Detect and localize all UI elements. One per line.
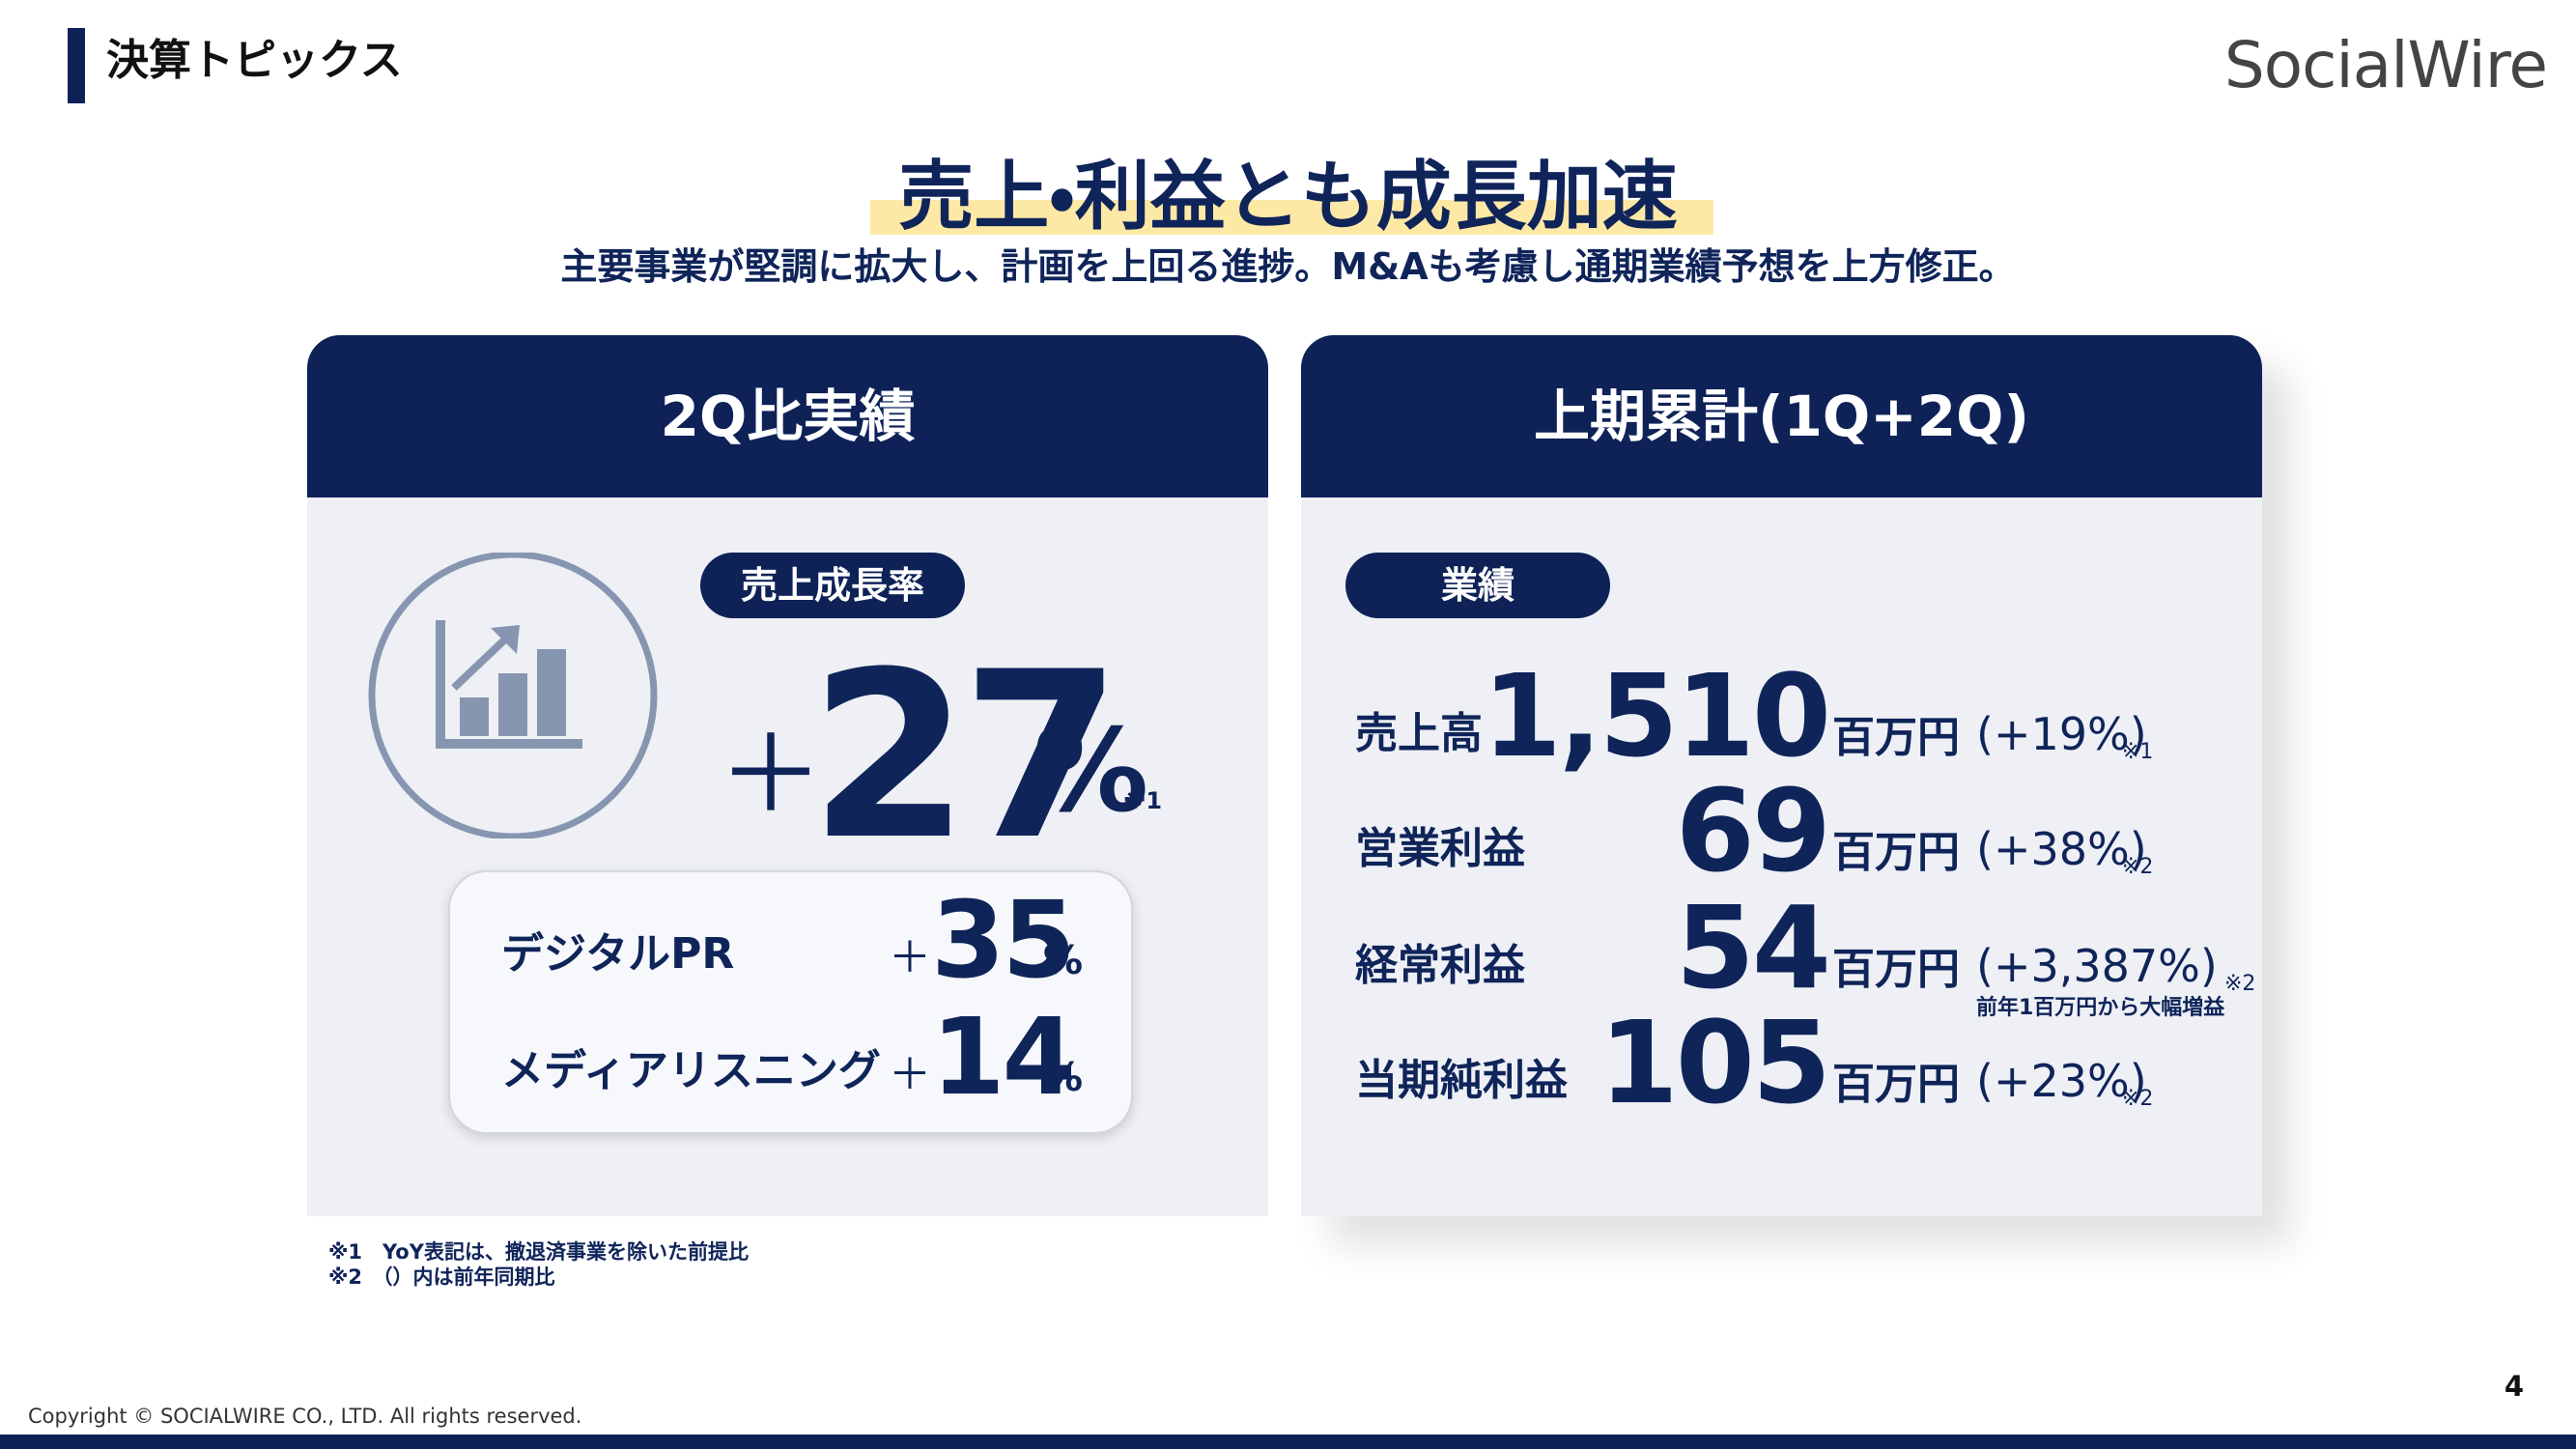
segment-box <box>448 870 1133 1134</box>
segment-sign: ＋ <box>889 933 931 982</box>
row-label: 売上高 <box>1355 709 1483 758</box>
segment-name: メディアリスニング <box>501 1046 881 1095</box>
row-value: 54 <box>1675 881 1831 1014</box>
subheadline: 主要事業が堅調に拡大し、計画を上回る進捗。M&Aも考慮し通期業績予想を上方修正。 <box>560 245 2016 288</box>
panel-title: 上期累計(1Q+2Q) <box>1301 335 2262 497</box>
segment-name: デジタルPR <box>501 929 735 979</box>
segment-unit: % <box>1043 937 1084 983</box>
footer-bar <box>0 1435 2576 1449</box>
row-label: 当期純利益 <box>1355 1056 1568 1105</box>
growth-icon <box>368 553 658 838</box>
row-label: 経常利益 <box>1355 941 1525 990</box>
panel-title: 2Q比実績 <box>307 335 1268 497</box>
row-yoy: (+3,387%) <box>1976 940 2218 992</box>
copyright: Copyright © SOCIALWIRE CO., LTD. All rig… <box>28 1405 582 1428</box>
page-number: 4 <box>2504 1370 2524 1403</box>
row-unit: 百万円 <box>1832 713 1960 762</box>
badge: 業績 <box>1345 553 1610 618</box>
row-note: ※1 <box>2122 740 2154 764</box>
row-value: 105 <box>1599 996 1831 1129</box>
growth-sign: ＋ <box>718 713 824 837</box>
growth-value: 27 <box>809 623 1121 891</box>
title-highlight <box>870 200 1713 235</box>
segment-value: 35 <box>931 878 1076 1002</box>
growth-unit: % <box>1033 705 1149 838</box>
left-panel: 2Q比実績 売上成長率 ＋ 27 % ※1 デジタルPR ＋ 35 % メディア… <box>307 335 1268 1216</box>
row-unit: 百万円 <box>1832 1060 1960 1109</box>
row-yoy: (+19%) <box>1976 708 2147 760</box>
row-note: ※2 <box>2224 972 2256 996</box>
row-note: ※2 <box>2122 1087 2154 1111</box>
segment-sign: ＋ <box>889 1050 931 1099</box>
row-unit: 百万円 <box>1832 828 1960 877</box>
badge: 売上成長率 <box>700 553 965 618</box>
footnote: ※2 （）内は前年同期比 <box>328 1265 555 1289</box>
row-yoy: (+23%) <box>1976 1055 2147 1107</box>
headline: 売上・利益とも成長加速 <box>898 154 1678 241</box>
row-value: 1,510 <box>1482 649 1831 782</box>
footnote: ※1 YoY表記は、撤退済事業を除いた前提比 <box>328 1240 749 1264</box>
segment-value: 14 <box>931 995 1076 1119</box>
logo: SocialWire <box>2223 28 2548 102</box>
remark: 前年1百万円から大幅増益 <box>1976 996 2225 1020</box>
right-panel: 上期累計(1Q+2Q) 業績 売上高 1,510 百万円 (+19%) ※1 営業利益 69… <box>1301 335 2262 1216</box>
row-note: ※2 <box>2122 855 2154 879</box>
segment-unit: % <box>1043 1054 1084 1100</box>
row-value: 69 <box>1675 764 1831 897</box>
header-bar <box>68 28 85 103</box>
row-yoy: (+38%) <box>1976 823 2147 875</box>
section-title: 決算トピックス <box>106 36 403 85</box>
row-unit: 百万円 <box>1832 945 1960 994</box>
row-label: 営業利益 <box>1355 824 1525 873</box>
growth-note: ※1 <box>1123 787 1163 814</box>
